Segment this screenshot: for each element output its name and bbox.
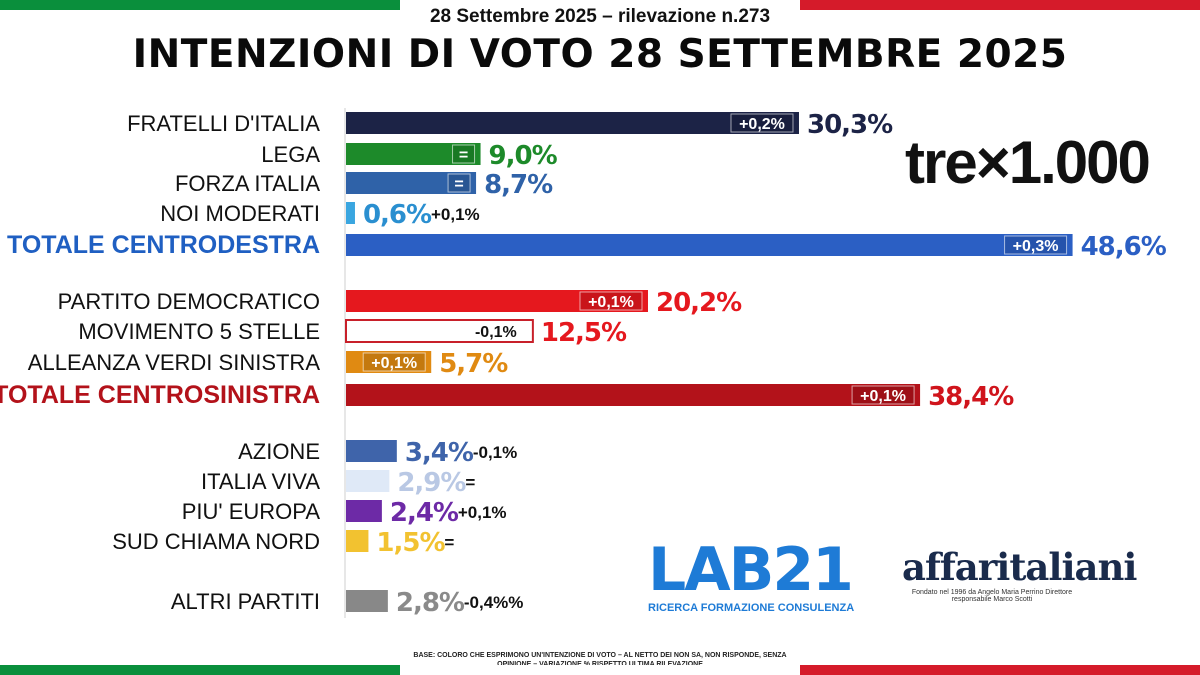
flag-white bbox=[400, 0, 800, 10]
flag-red bbox=[800, 0, 1200, 10]
change-label: +0,2% bbox=[739, 116, 785, 133]
change-label: = bbox=[444, 533, 454, 552]
value-label: 2,4% bbox=[390, 498, 459, 528]
change-label-box bbox=[851, 385, 915, 405]
bar bbox=[346, 440, 397, 462]
value-label: 48,6% bbox=[1081, 232, 1167, 262]
value-label: 38,4% bbox=[928, 382, 1014, 412]
value-label: 30,3% bbox=[807, 110, 893, 140]
flag-stripe-bottom bbox=[0, 665, 1200, 675]
lab21-logo: LAB21 RICERCA FORMAZIONE CONSULENZA bbox=[648, 540, 878, 614]
bar bbox=[346, 500, 382, 522]
value-label: 20,2% bbox=[656, 288, 742, 318]
category-label: ITALIA VIVA bbox=[201, 469, 320, 494]
change-label-box bbox=[464, 321, 528, 341]
category-label: PIU' EUROPA bbox=[182, 499, 321, 524]
value-label: 2,9% bbox=[397, 468, 466, 498]
change-label: +0,1% bbox=[588, 294, 634, 311]
category-label: AZIONE bbox=[238, 439, 320, 464]
flag-white bbox=[400, 665, 800, 675]
category-label: SUD CHIAMA NORD bbox=[112, 529, 320, 554]
value-label: 0,6% bbox=[363, 200, 432, 230]
survey-subtitle: 28 Settembre 2025 – rilevazione n.273 bbox=[429, 6, 771, 27]
change-label: +0,1% bbox=[860, 388, 906, 405]
bar bbox=[346, 590, 388, 612]
bar bbox=[346, 290, 648, 312]
category-label: LEGA bbox=[261, 142, 320, 167]
value-label: 9,0% bbox=[489, 141, 558, 171]
bar bbox=[346, 202, 355, 224]
change-label: -0,4%% bbox=[464, 593, 524, 612]
category-label: FORZA ITALIA bbox=[175, 171, 320, 196]
bar bbox=[346, 234, 1073, 256]
bar bbox=[346, 172, 477, 194]
category-label: TOTALE CENTRODESTRA bbox=[7, 231, 320, 259]
affaritaliani-logo: affaritaliani Fondato nel 1996 da Angelo… bbox=[902, 545, 1182, 603]
change-label: +0,1% bbox=[458, 503, 507, 522]
bar bbox=[346, 112, 799, 134]
category-label: NOI MODERATI bbox=[160, 201, 320, 226]
change-label: -0,1% bbox=[473, 443, 517, 462]
change-label: = bbox=[454, 176, 463, 193]
value-label: 12,5% bbox=[541, 318, 627, 348]
change-label-box bbox=[447, 173, 471, 193]
value-label: 1,5% bbox=[376, 528, 445, 558]
category-label: FRATELLI D'ITALIA bbox=[127, 111, 320, 136]
bar bbox=[346, 470, 390, 492]
bar bbox=[346, 530, 369, 552]
page-title: INTENZIONI DI VOTO 28 SETTEMBRE 2025 bbox=[132, 32, 1068, 77]
category-label: MOVIMENTO 5 STELLE bbox=[78, 319, 320, 344]
change-label: +0,1% bbox=[431, 205, 480, 224]
affaritaliani-logo-text: affaritaliani bbox=[902, 545, 1137, 589]
value-label: 2,8% bbox=[396, 588, 465, 618]
value-label: 5,7% bbox=[439, 349, 508, 379]
lab21-tagline: RICERCA FORMAZIONE CONSULENZA bbox=[648, 602, 855, 614]
trex-logo: tre×1.000 bbox=[905, 129, 1151, 196]
lab21-logo-text: LAB21 bbox=[648, 535, 854, 605]
flag-stripe-top bbox=[0, 0, 1200, 10]
category-label: PARTITO DEMOCRATICO bbox=[58, 289, 320, 314]
bar bbox=[346, 351, 432, 373]
change-label: -0,1% bbox=[475, 324, 517, 341]
change-label: = bbox=[465, 473, 475, 492]
change-label: +0,3% bbox=[1013, 238, 1059, 255]
change-label-box bbox=[579, 291, 643, 311]
change-label: = bbox=[459, 147, 468, 164]
category-label: ALLEANZA VERDI SINISTRA bbox=[28, 350, 321, 375]
chart-footnote: BASE: COLORO CHE ESPRIMONO UN'INTENZIONE… bbox=[413, 652, 787, 668]
category-label: ALTRI PARTITI bbox=[171, 589, 320, 614]
flag-green bbox=[0, 0, 400, 10]
value-label: 3,4% bbox=[405, 438, 474, 468]
change-label-box bbox=[362, 352, 426, 372]
category-label: TOTALE CENTROSINISTRA bbox=[0, 381, 320, 409]
change-label: +0,1% bbox=[371, 355, 417, 372]
bar bbox=[346, 384, 921, 406]
change-label-box bbox=[730, 113, 794, 133]
bar bbox=[346, 143, 481, 165]
change-label-box bbox=[1004, 235, 1068, 255]
affaritaliani-tagline: Fondato nel 1996 da Angelo Maria Perrino… bbox=[911, 589, 1073, 603]
flag-green bbox=[0, 665, 400, 675]
flag-red bbox=[800, 665, 1200, 675]
change-label-box bbox=[452, 144, 476, 164]
value-label: 8,7% bbox=[484, 170, 553, 200]
